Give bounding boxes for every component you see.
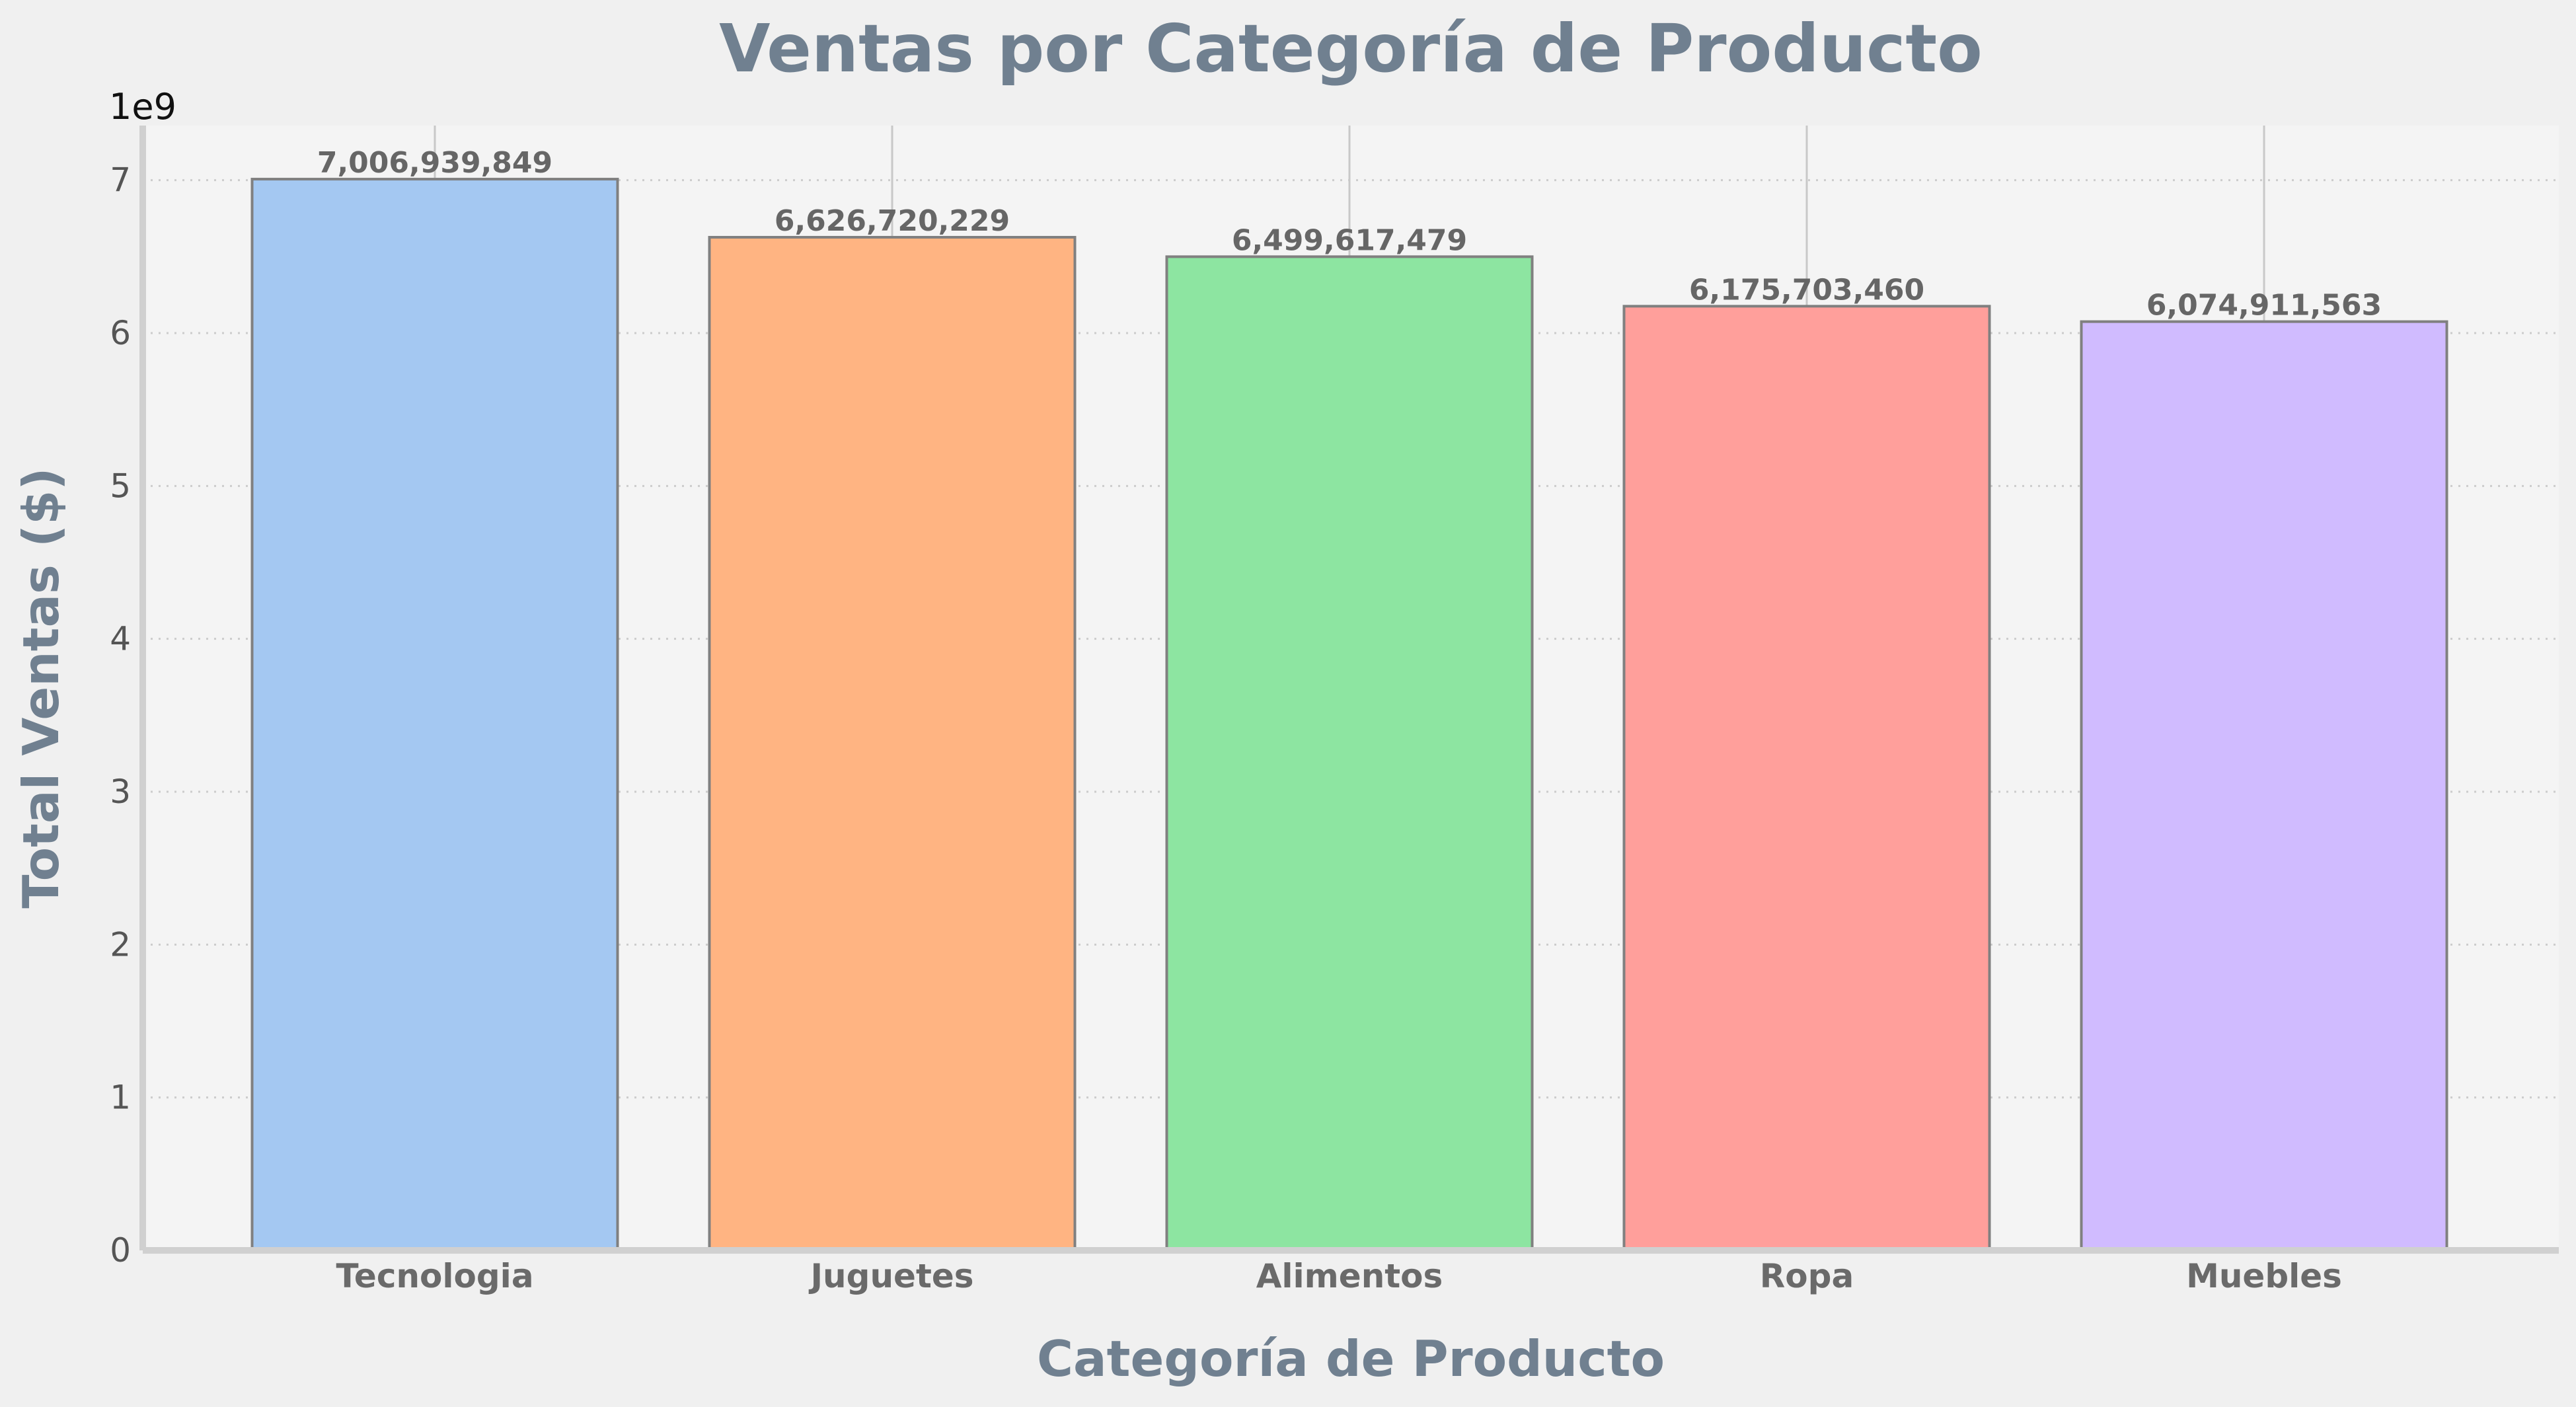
bar-ropa xyxy=(1622,305,1991,1252)
bar-alimentos xyxy=(1165,255,1534,1252)
bar-juguetes xyxy=(708,236,1077,1252)
y-tick-labels: 0 1 2 3 4 5 6 7 xyxy=(110,161,131,1270)
x-tick-labels: Tecnologia Juguetes Alimentos Ropa Muebles xyxy=(336,1257,2342,1295)
y-tick-label: 2 xyxy=(110,925,131,964)
x-tick-label-muebles: Muebles xyxy=(2186,1257,2342,1295)
bars xyxy=(250,178,2448,1252)
y-axis-label: Total Ventas ($) xyxy=(12,467,70,908)
y-tick-label: 7 xyxy=(110,161,131,200)
value-label-alimentos: 6,499,617,479 xyxy=(1232,223,1467,257)
value-label-tecnologia: 7,006,939,849 xyxy=(317,146,552,180)
chart-title: Ventas por Categoría de Producto xyxy=(719,10,1983,87)
value-label-juguetes: 6,626,720,229 xyxy=(775,204,1010,238)
x-axis-label: Categoría de Producto xyxy=(1037,1330,1665,1388)
x-tick-label-tecnologia: Tecnologia xyxy=(336,1257,533,1295)
x-tick-label-juguetes: Juguetes xyxy=(808,1257,973,1295)
bar-tecnologia xyxy=(250,178,619,1252)
y-tick-label: 6 xyxy=(110,314,131,352)
y-axis-offset-label: 1e9 xyxy=(109,86,176,128)
value-label-ropa: 6,175,703,460 xyxy=(1689,273,1924,307)
y-tick-label: 5 xyxy=(110,467,131,505)
x-tick-label-alimentos: Alimentos xyxy=(1256,1257,1443,1295)
y-tick-label: 3 xyxy=(110,773,131,811)
x-tick-label-ropa: Ropa xyxy=(1760,1257,1854,1295)
value-label-muebles: 6,074,911,563 xyxy=(2146,289,2382,323)
y-tick-label: 4 xyxy=(110,620,131,658)
y-tick-label: 1 xyxy=(110,1079,131,1117)
value-labels: 7,006,939,849 6,626,720,229 6,499,617,479 6… xyxy=(317,146,2382,323)
bar-muebles xyxy=(2080,320,2448,1252)
y-tick-label: 0 xyxy=(110,1231,131,1270)
